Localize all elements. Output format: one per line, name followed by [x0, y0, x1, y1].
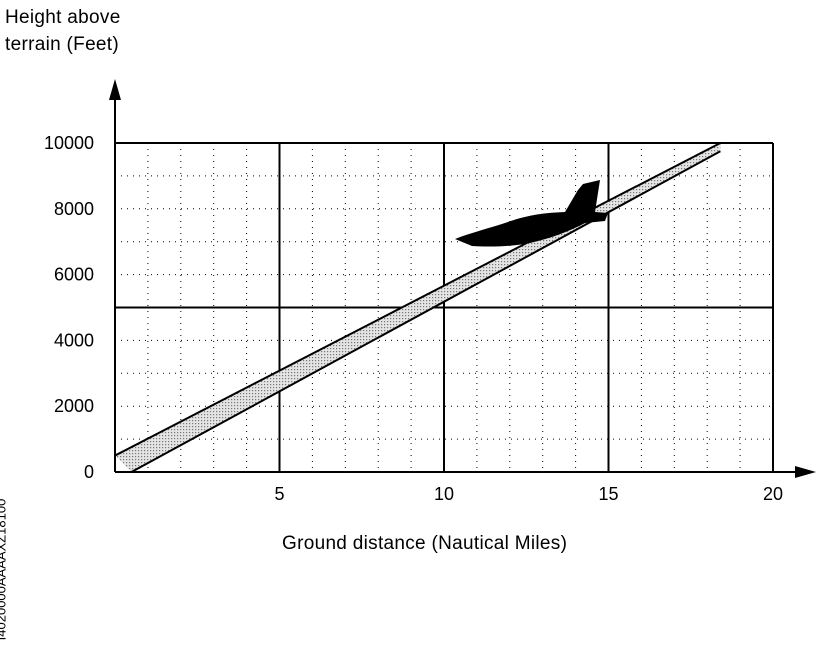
y-tick-label: 0 [84, 462, 94, 482]
airplane-icon [455, 180, 608, 247]
tick-labels: 5 10 15 20 0 2000 4000 6000 8000 10000 [44, 133, 783, 504]
series-lines [114, 142, 721, 473]
x-tick-label: 15 [598, 484, 618, 504]
y-axis-title-line-2: terrain (Feet) [5, 34, 120, 55]
y-tick-label: 6000 [54, 265, 94, 285]
x-axis-arrow [795, 466, 816, 478]
major-grid [115, 142, 774, 472]
x-tick-label: 20 [763, 484, 783, 504]
axes [109, 79, 816, 478]
x-tick-label: 10 [434, 484, 454, 504]
x-axis-title: Ground distance (Nautical Miles) [282, 533, 568, 554]
y-axis-arrow [109, 79, 121, 100]
y-tick-label: 8000 [54, 199, 94, 219]
y-tick-label: 4000 [54, 330, 94, 350]
y-tick-label: 2000 [54, 396, 94, 416]
glide-path-upper-line [114, 142, 721, 457]
glide-path-lower-line [130, 150, 721, 473]
y-axis-title-line-1: Height above [5, 7, 121, 28]
reference-code: I4020000AAAAXZ18100 [0, 498, 9, 641]
y-tick-label: 10000 [44, 133, 94, 153]
x-tick-label: 5 [274, 484, 284, 504]
